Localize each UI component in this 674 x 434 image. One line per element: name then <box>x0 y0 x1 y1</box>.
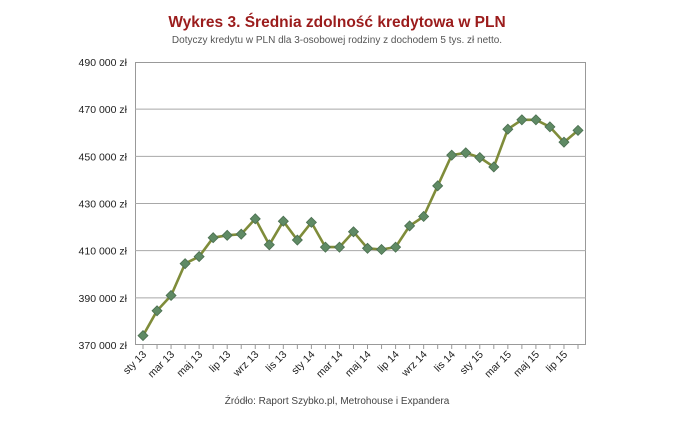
series-markers <box>137 114 584 342</box>
chart-title: Wykres 3. Średnia zdolność kredytowa w P… <box>168 14 506 31</box>
data-point-marker <box>390 241 402 253</box>
data-point-marker <box>488 161 500 173</box>
y-tick-label: 390 000 zł <box>79 293 128 305</box>
y-tick-label: 410 000 zł <box>79 246 128 258</box>
data-point-marker <box>291 234 303 246</box>
x-tick-label: sty 15 <box>458 349 486 377</box>
data-point-marker <box>207 232 219 244</box>
data-point-marker <box>544 121 556 133</box>
series-line <box>141 118 579 337</box>
data-point-marker <box>572 124 584 136</box>
chart-subtitle: Dotyczy kredytu w PLN dla 3-osobowej rod… <box>171 35 503 46</box>
x-tick-label: mar 15 <box>482 349 514 381</box>
series-line-path <box>141 118 579 337</box>
y-tick-label: 430 000 zł <box>79 199 128 211</box>
data-point-marker <box>474 151 486 164</box>
data-point-marker <box>502 123 514 135</box>
data-point-marker <box>404 220 416 232</box>
chart-source-note: Źródło: Raport Szybko.pl, Metrohouse i E… <box>224 396 450 407</box>
x-tick-label: mar 14 <box>314 349 346 381</box>
data-point-marker <box>221 229 233 241</box>
data-point-marker <box>319 241 331 253</box>
x-tick-label: sty 13 <box>121 349 149 377</box>
data-point-marker <box>460 147 472 159</box>
data-point-marker <box>151 305 163 317</box>
x-tick-label: sty 14 <box>289 349 317 377</box>
data-point-marker <box>446 149 458 161</box>
data-point-marker <box>432 180 444 192</box>
x-tick-label: lis 14 <box>432 349 458 375</box>
x-tick-label: maj 13 <box>174 349 205 380</box>
y-tick-label: 370 000 zł <box>79 340 128 352</box>
data-point-marker <box>558 136 570 148</box>
x-tick-label: lip 15 <box>544 349 570 375</box>
x-tick-label: maj 15 <box>511 349 542 380</box>
x-tick-label: wrz 14 <box>399 349 430 380</box>
data-point-marker <box>361 242 374 254</box>
data-point-marker <box>530 114 542 126</box>
data-point-marker <box>333 241 346 253</box>
data-point-marker <box>165 289 177 302</box>
data-point-marker <box>375 243 388 256</box>
data-point-marker <box>277 215 289 227</box>
y-axis-ticks: 370 000 zł 390 000 zł 410 000 zł 430 000 zł… <box>79 57 128 352</box>
x-tick-label: lis 13 <box>264 349 290 375</box>
data-point-marker <box>305 216 317 228</box>
data-point-marker <box>347 226 360 238</box>
data-point-marker <box>263 239 275 251</box>
data-point-marker <box>516 114 528 126</box>
data-point-marker <box>193 250 205 263</box>
x-tick-label: maj 14 <box>343 349 374 380</box>
data-point-marker <box>249 213 261 225</box>
data-point-marker <box>137 330 149 342</box>
x-tick-label: wrz 13 <box>230 349 261 380</box>
x-tick-label: lip 13 <box>207 349 233 375</box>
gridlines <box>135 108 586 299</box>
y-tick-label: 470 000 zł <box>79 104 128 116</box>
x-tick-label: mar 13 <box>146 349 178 381</box>
data-point-marker <box>235 228 247 240</box>
data-point-marker <box>418 210 430 223</box>
x-tick-label: lip 14 <box>375 349 401 375</box>
data-point-marker <box>179 258 191 270</box>
y-tick-label: 450 000 zł <box>79 151 128 163</box>
y-tick-label: 490 000 zł <box>79 57 128 69</box>
